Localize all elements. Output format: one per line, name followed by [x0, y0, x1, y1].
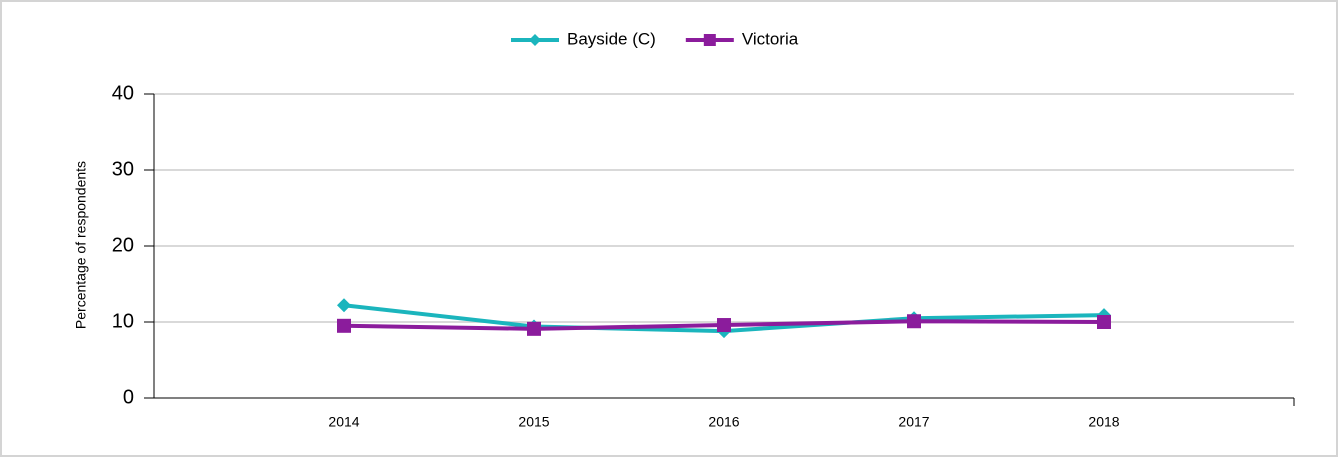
data-point: [527, 321, 541, 336]
legend-label: Victoria: [742, 29, 799, 48]
x-tick-label: 2017: [898, 414, 929, 430]
y-tick-label: 30: [112, 158, 134, 180]
x-tick-label: 2015: [518, 414, 549, 430]
y-tick-label: 10: [112, 310, 134, 332]
data-point: [337, 298, 351, 313]
data-point: [337, 318, 351, 333]
y-axis-label: Percentage of respondents: [73, 161, 89, 329]
y-tick-label: 40: [112, 82, 134, 104]
x-tick-label: 2014: [328, 414, 359, 430]
y-tick-label: 20: [112, 234, 134, 256]
legend-marker: [529, 34, 541, 46]
x-tick-label: 2016: [708, 414, 739, 430]
data-point: [717, 318, 731, 333]
legend-marker: [703, 34, 716, 46]
data-point: [907, 314, 921, 329]
legend-label: Bayside (C): [567, 29, 656, 48]
y-tick-label: 0: [123, 386, 134, 408]
x-tick-label: 2018: [1088, 414, 1119, 430]
data-point: [1097, 315, 1111, 329]
